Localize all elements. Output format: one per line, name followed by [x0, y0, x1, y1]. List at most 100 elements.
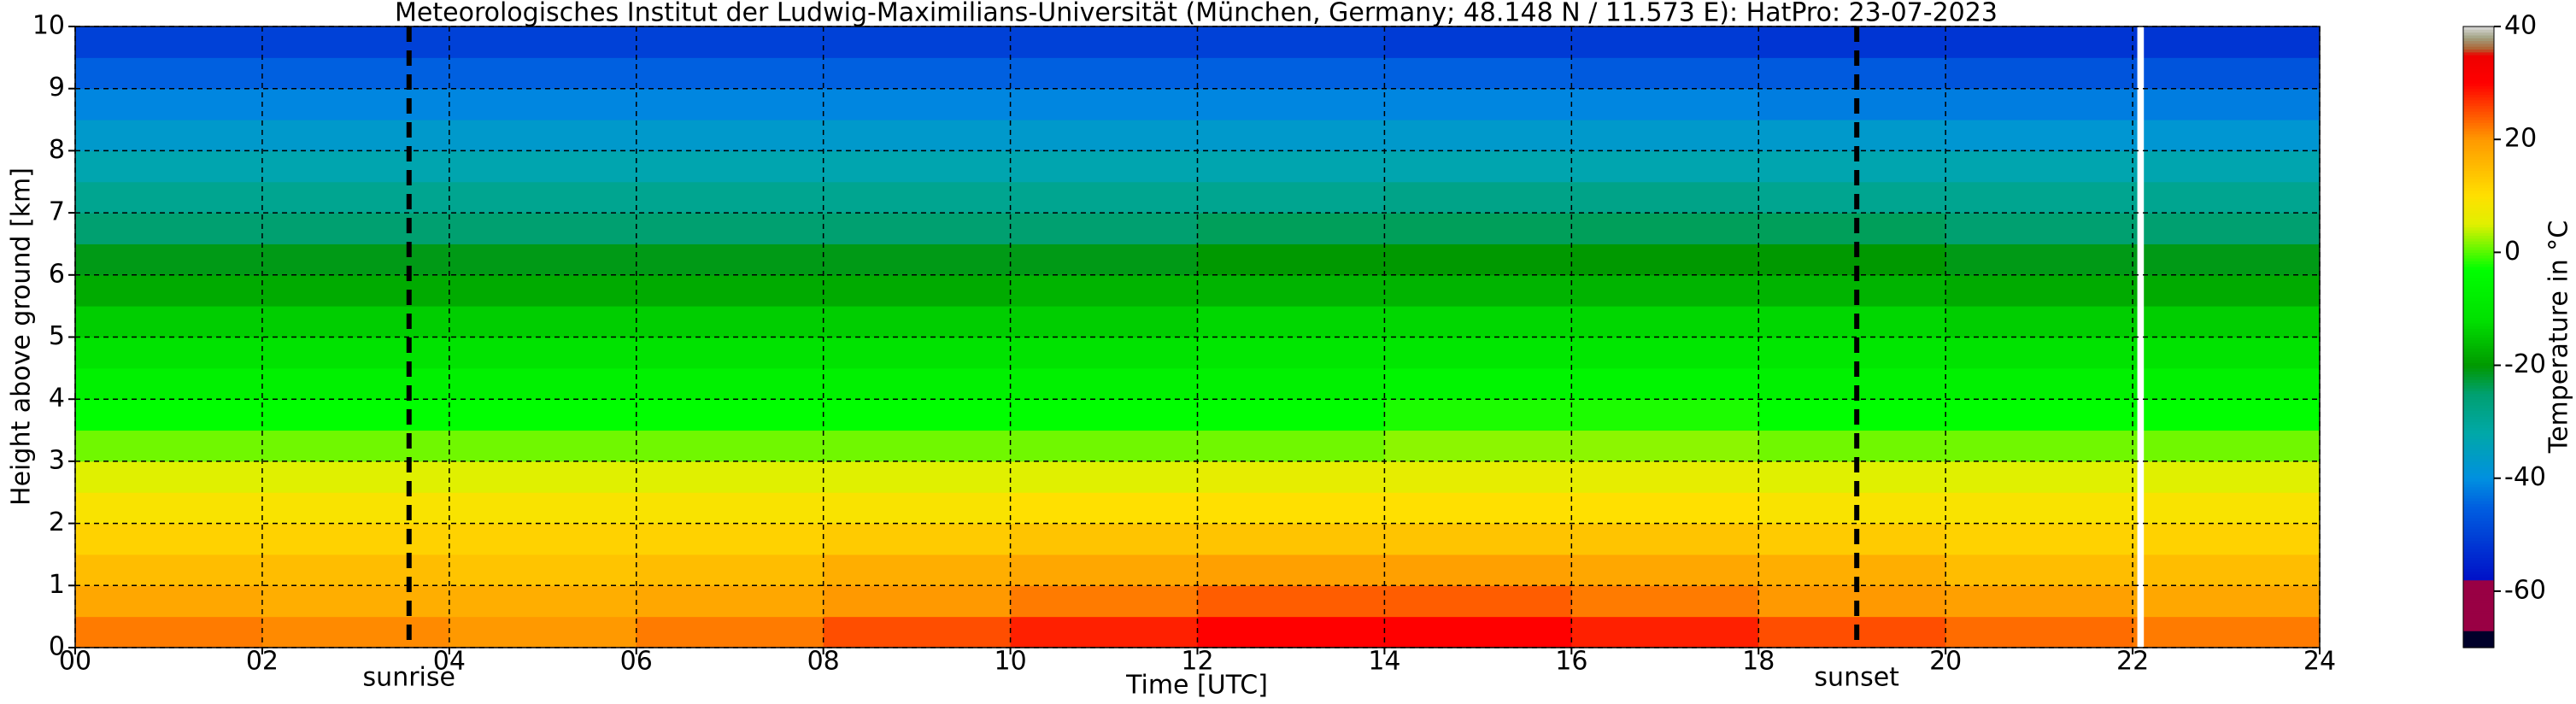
colorbar-segment	[2463, 616, 2494, 620]
colorbar-tick-label: -20	[2504, 349, 2546, 379]
colorbar-segment	[2463, 252, 2494, 256]
colorbar-segment	[2463, 131, 2494, 135]
colorbar-segment	[2463, 269, 2494, 273]
heatmap-cell	[449, 26, 637, 58]
heatmap-cell	[75, 585, 263, 618]
heatmap-cell	[1571, 26, 1759, 58]
heatmap-cell	[823, 585, 1012, 618]
heatmap-cell	[1384, 213, 1572, 244]
colorbar-segment	[2463, 139, 2494, 144]
y-tick-label: 5	[49, 321, 65, 351]
colorbar-segment	[2463, 566, 2494, 570]
heatmap-cell	[75, 492, 263, 525]
colorbar-segment	[2463, 218, 2494, 222]
colorbar-segment	[2463, 263, 2494, 267]
heatmap-cell	[1758, 213, 1946, 244]
colorbar-segment	[2463, 241, 2494, 245]
heatmap-cell	[1197, 616, 1385, 648]
colorbar-segment	[2463, 633, 2494, 637]
colorbar-segment	[2463, 404, 2494, 408]
heatmap-cell	[75, 616, 263, 648]
colorbar-segment	[2463, 62, 2494, 67]
colorbar-segment	[2463, 181, 2494, 185]
heatmap-cell	[1945, 274, 2133, 307]
heatmap-cell	[1945, 461, 2133, 493]
heatmap-cell	[1010, 616, 1198, 648]
colorbar-segment	[2463, 345, 2494, 349]
heatmap-cell	[1197, 243, 1385, 276]
colorbar-segment	[2463, 596, 2494, 601]
colorbar-segment	[2463, 427, 2494, 431]
colorbar-segment	[2463, 639, 2494, 642]
colorbar-segment	[2463, 226, 2494, 231]
colorbar-tick-label: -40	[2504, 462, 2546, 492]
heatmap-cell	[75, 306, 263, 337]
heatmap-cell	[823, 181, 1012, 214]
heatmap-cell	[449, 306, 637, 337]
colorbar-segment	[2463, 286, 2494, 290]
colorbar-segment	[2463, 452, 2494, 456]
colorbar-segment	[2463, 122, 2494, 126]
colorbar-segment	[2463, 144, 2494, 149]
heatmap-cell	[2133, 554, 2321, 586]
colorbar-segment	[2463, 306, 2494, 310]
colorbar-segment	[2463, 408, 2494, 412]
y-tick-label: 8	[49, 135, 65, 165]
colorbar-segment	[2463, 371, 2494, 375]
colorbar-segment	[2463, 484, 2494, 488]
heatmap-cell	[1384, 430, 1572, 462]
heatmap-cell	[823, 399, 1012, 431]
colorbar-segment	[2463, 66, 2494, 70]
colorbar-segment	[2463, 40, 2494, 44]
heatmap-cell	[75, 57, 263, 90]
colorbar-segment	[2463, 393, 2494, 397]
heatmap-cell	[1758, 88, 1946, 120]
heatmap-cell	[261, 181, 450, 214]
colorbar-segment	[2463, 497, 2494, 502]
colorbar-segment	[2463, 201, 2494, 205]
chart-title: Meteorologisches Institut der Ludwig-Max…	[395, 0, 1998, 28]
heatmap-cell	[636, 367, 824, 400]
colorbar-segment	[2463, 29, 2494, 33]
heatmap-cell	[1384, 367, 1572, 400]
heatmap-cell	[1010, 274, 1198, 307]
colorbar-segment	[2463, 619, 2494, 623]
heatmap-cell	[261, 523, 450, 555]
data-gap	[2137, 26, 2145, 648]
colorbar-segment	[2463, 46, 2494, 50]
heatmap-cell	[75, 399, 263, 431]
colorbar-segment	[2463, 594, 2494, 598]
colorbar-segment	[2463, 625, 2494, 629]
heatmap-cell	[449, 585, 637, 618]
heatmap-cell	[1197, 337, 1385, 369]
colorbar-segment	[2463, 314, 2494, 318]
heatmap-cell	[1758, 585, 1946, 618]
colorbar-segment	[2463, 49, 2494, 53]
heatmap-cell	[1571, 492, 1759, 525]
y-tick-label: 3	[49, 445, 65, 475]
heatmap-cell	[261, 306, 450, 337]
heatmap-cell	[1758, 523, 1946, 555]
heatmap-cell	[261, 150, 450, 183]
heatmap-cell	[1197, 120, 1385, 151]
x-tick-label: 20	[1929, 647, 1962, 677]
heatmap-cell	[2133, 213, 2321, 244]
heatmap-cell	[1945, 492, 2133, 525]
heatmap-cell	[1010, 492, 1198, 525]
heatmap-cell	[1197, 523, 1385, 555]
colorbar-segment	[2463, 108, 2494, 112]
colorbar-segment	[2463, 185, 2494, 188]
colorbar-segment	[2463, 308, 2494, 313]
heatmap-cell	[823, 337, 1012, 369]
heatmap-cell	[75, 430, 263, 462]
colorbar-segment	[2463, 607, 2494, 612]
heatmap-cell	[1197, 213, 1385, 244]
y-tick-label: 4	[49, 384, 65, 414]
colorbar-segment	[2463, 116, 2494, 120]
colorbar-segment	[2463, 523, 2494, 527]
colorbar-segment	[2463, 125, 2494, 129]
colorbar-segment	[2463, 74, 2494, 79]
heatmap-cell	[449, 150, 637, 183]
heatmap-cell	[636, 585, 824, 618]
colorbar-segment	[2463, 562, 2494, 566]
